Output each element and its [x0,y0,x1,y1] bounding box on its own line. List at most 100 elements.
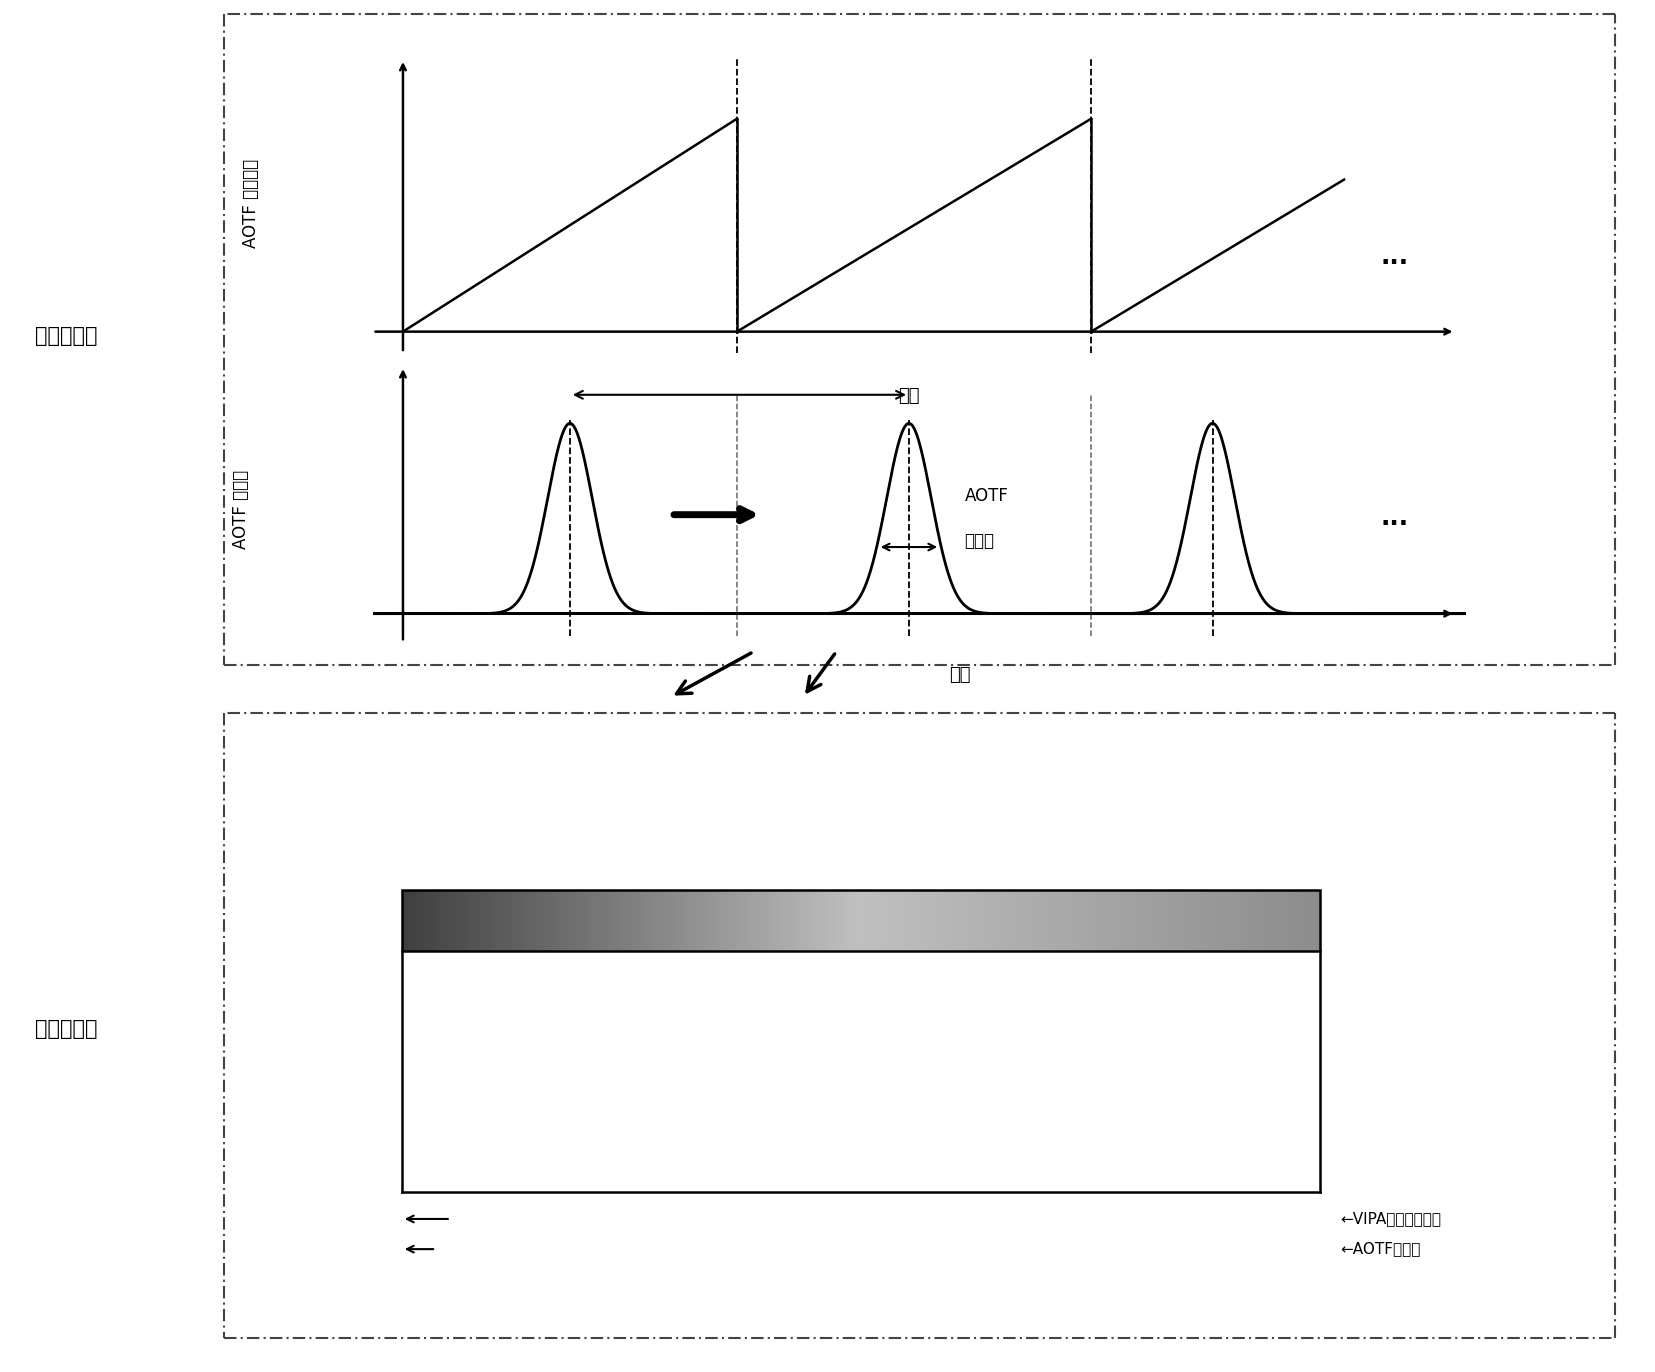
Bar [485,890,488,951]
Bar [1145,890,1150,951]
Bar [806,890,809,951]
Bar [664,890,669,951]
Bar [631,890,636,951]
Bar [892,890,897,951]
Bar [907,890,912,951]
Bar [1034,890,1039,951]
Text: 时间域分光: 时间域分光 [35,327,98,346]
Text: AOTF 射频频率: AOTF 射频频率 [242,159,260,248]
Bar [1301,890,1306,951]
Bar [837,890,842,951]
Bar [1228,890,1233,951]
Bar [645,890,649,951]
Bar [410,890,415,951]
Bar [1140,890,1145,951]
Bar [548,890,553,951]
Bar [930,890,933,951]
Bar [612,890,617,951]
Bar [897,890,902,951]
Bar [452,890,457,951]
Bar [920,890,925,951]
Bar [723,890,728,951]
Bar [1173,890,1177,951]
Text: AOTF 透射谱: AOTF 透射谱 [232,469,250,549]
Bar [1274,890,1278,951]
Bar [957,890,962,951]
Bar [948,890,952,951]
Bar [516,890,521,951]
Bar [599,890,604,951]
Bar [1195,890,1200,951]
Text: ←AOTF分辨率: ←AOTF分辨率 [1339,1242,1420,1257]
Bar [902,890,907,951]
Bar [622,890,627,951]
Bar [649,890,654,951]
Text: 波长: 波长 [948,665,970,683]
Bar [861,890,866,951]
Bar [728,890,732,951]
Bar [415,890,420,951]
Bar [770,890,773,951]
Bar [829,890,832,951]
Bar [975,890,980,951]
Bar [672,890,677,951]
Bar [1254,890,1259,951]
Bar [1127,890,1132,951]
Bar [1246,890,1251,951]
Bar [444,890,447,951]
Bar [933,890,938,951]
Bar [1026,890,1031,951]
Bar [1192,890,1195,951]
Bar [470,890,475,951]
Bar [434,890,439,951]
Bar [526,890,530,951]
Bar [677,890,682,951]
Bar [1236,890,1241,951]
Bar [1086,890,1091,951]
Bar [1067,890,1072,951]
Bar [553,890,558,951]
Bar [425,890,429,951]
Bar [576,890,581,951]
Bar [1132,890,1135,951]
Text: 分辨率: 分辨率 [963,532,995,550]
Bar [535,890,540,951]
Bar [788,890,791,951]
Bar [1031,890,1034,951]
Bar [700,890,705,951]
Bar [511,890,516,951]
Text: 时间: 时间 [897,387,919,405]
Bar [1150,890,1154,951]
Bar [1163,890,1168,951]
Bar [746,890,750,951]
Bar [889,890,892,951]
Bar [659,890,664,951]
Bar [814,890,819,951]
Bar [1215,890,1218,951]
Bar [732,890,736,951]
Bar [943,890,948,951]
Bar [594,890,599,951]
Bar [530,890,535,951]
Bar [1187,890,1192,951]
Bar [750,890,755,951]
Bar [1158,890,1163,951]
Bar [1283,890,1288,951]
Bar [952,890,957,951]
Bar [1114,890,1117,951]
Bar [1094,890,1099,951]
Bar [1072,890,1076,951]
Bar [1218,890,1223,951]
Bar [439,890,444,951]
Bar [604,890,607,951]
Bar [506,890,511,951]
Bar [819,890,824,951]
Bar [568,890,571,951]
Bar [1223,890,1228,951]
Bar [429,890,434,951]
Bar [1013,890,1016,951]
Bar [741,890,746,951]
Bar [1039,890,1044,951]
Bar [967,890,971,951]
Bar [1210,890,1215,951]
